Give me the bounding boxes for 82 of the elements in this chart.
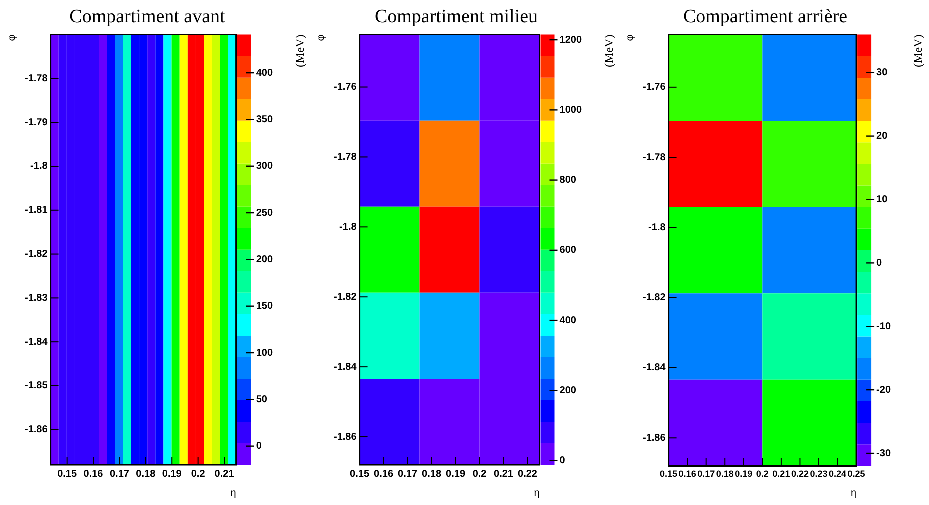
y-tick-label: -1.76 — [642, 82, 666, 94]
color-bar-label: 10 — [876, 194, 888, 206]
chart-title: Compartiment avant — [70, 6, 226, 28]
color-bar-label: 100 — [256, 348, 274, 359]
color-bar-label: 20 — [876, 131, 888, 142]
x-tick-label: 0.2 — [756, 469, 769, 480]
x-tick-label: 0.17 — [698, 469, 716, 480]
y-tick-label: -1.81 — [24, 205, 48, 216]
x-tick-label: 0.19 — [162, 468, 182, 480]
x-tick-label: 0.22 — [518, 468, 538, 480]
y-tick-label: -1.86 — [334, 432, 358, 443]
y-tick-label: -1.79 — [24, 117, 48, 128]
x-tick-label: 0.15 — [660, 469, 678, 480]
x-tick-label: 0.19 — [446, 468, 466, 480]
x-tick-label: 0.15 — [58, 468, 78, 480]
chart-title: Compartiment milieu — [374, 6, 539, 28]
x-tick-label: 0.19 — [735, 469, 753, 480]
y-tick-label: -1.8 — [340, 222, 358, 233]
x-tick-label: 0.21 — [772, 469, 790, 480]
y-tick-label: -1.84 — [642, 362, 666, 374]
x-tick-label: 0.21 — [214, 468, 235, 480]
y-tick-label: -1.83 — [24, 292, 48, 304]
y-tick-label: -1.84 — [24, 336, 48, 348]
color-bar-title: (MeV) — [293, 34, 308, 68]
x-tick-label: 0.23 — [810, 469, 828, 480]
y-tick-label: -1.82 — [642, 292, 666, 304]
color-bar-label: 200 — [256, 254, 274, 266]
x-tick-label: 0.18 — [422, 468, 442, 480]
y-tick-label: -1.86 — [642, 432, 666, 444]
x-axis-title: η — [534, 488, 540, 499]
y-axis-title: φ — [316, 34, 327, 42]
y-tick-label: -1.82 — [334, 292, 358, 303]
color-bar-label: 800 — [560, 175, 577, 186]
y-tick-label: -1.82 — [24, 249, 48, 260]
color-bar-label: -20 — [876, 384, 892, 396]
x-tick-label: 0.18 — [136, 468, 156, 480]
y-tick-label: -1.86 — [24, 424, 48, 436]
x-tick-label: 0.2 — [191, 468, 206, 480]
color-bar-label: 0 — [876, 258, 883, 269]
y-tick-label: -1.85 — [24, 380, 48, 392]
x-tick-label: 0.24 — [829, 469, 847, 480]
color-bar-label: 30 — [876, 68, 888, 79]
y-axis-title: φ — [624, 34, 636, 42]
x-tick-label: 0.16 — [374, 468, 394, 480]
color-bar-label: 400 — [256, 68, 274, 79]
color-bar-label: 400 — [560, 315, 577, 326]
y-tick-label: -1.78 — [642, 152, 666, 164]
y-tick-label: -1.8 — [30, 161, 48, 172]
color-bar-label: 150 — [256, 301, 274, 312]
color-bar-title: (MeV) — [602, 34, 616, 68]
x-tick-label: 0.17 — [110, 468, 130, 480]
color-bar-label: 200 — [560, 385, 577, 396]
x-tick-label: 0.17 — [398, 468, 418, 480]
color-bar-title: (MeV) — [911, 34, 926, 68]
color-bar-label: 0 — [560, 456, 566, 467]
color-bar-label: -30 — [876, 448, 892, 460]
color-bar-label: 350 — [256, 114, 274, 126]
y-tick-label: -1.78 — [334, 152, 358, 163]
x-tick-label: 0.15 — [350, 468, 370, 480]
x-tick-label: 0.16 — [678, 469, 696, 480]
x-tick-label: 0.21 — [494, 468, 514, 480]
color-bar-label: 0 — [256, 441, 262, 452]
color-bar-label: 1200 — [560, 34, 582, 46]
color-bar-label: 1000 — [560, 104, 582, 116]
x-tick-label: 0.25 — [848, 469, 866, 480]
color-bar-label: 250 — [256, 208, 274, 219]
y-tick-label: -1.78 — [24, 73, 48, 84]
x-tick-label: 0.18 — [716, 469, 734, 480]
x-axis-title: η — [230, 488, 236, 499]
color-bar-label: -10 — [876, 321, 892, 332]
y-tick-label: -1.8 — [648, 222, 666, 234]
x-tick-label: 0.2 — [472, 468, 488, 480]
x-tick-label: 0.16 — [84, 468, 104, 480]
x-axis-title: η — [850, 488, 857, 499]
y-axis-title: φ — [6, 34, 18, 42]
y-tick-label: -1.84 — [334, 362, 358, 373]
color-bar-label: 600 — [560, 245, 577, 256]
x-tick-label: 0.22 — [791, 469, 809, 480]
y-tick-label: -1.76 — [334, 82, 358, 94]
color-bar-label: 300 — [256, 161, 274, 172]
chart-title: Compartiment arrière — [683, 6, 848, 28]
color-bar-label: 50 — [256, 394, 268, 406]
